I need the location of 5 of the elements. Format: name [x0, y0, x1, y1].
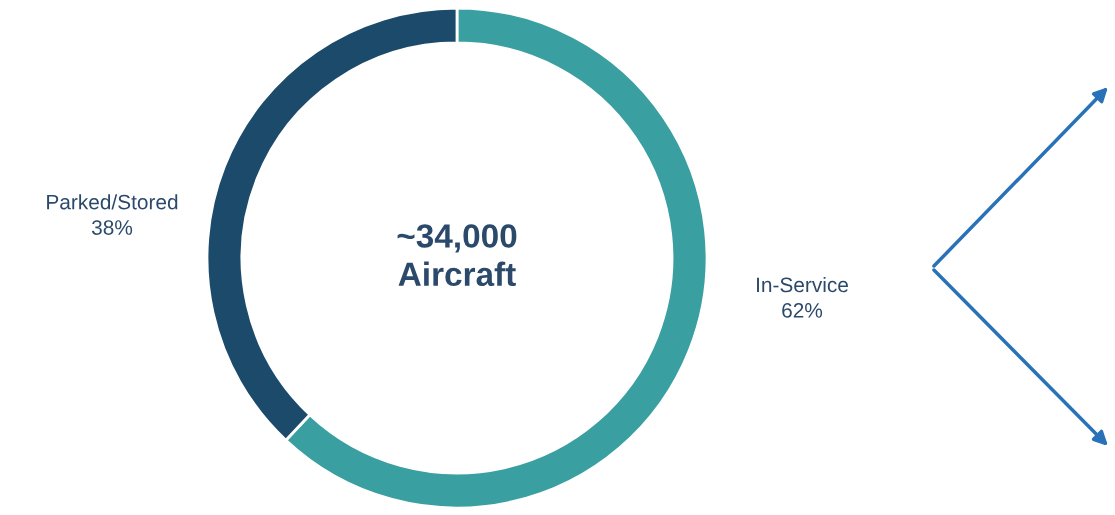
slice-label: In-Service: [757, 276, 848, 293]
slice-label: Parked/Stored: [47, 194, 178, 210]
data-label: 38%: [91, 220, 133, 235]
text: ~34,000 Aircraft: [397, 224, 517, 287]
data-label: 62%: [782, 302, 823, 318]
